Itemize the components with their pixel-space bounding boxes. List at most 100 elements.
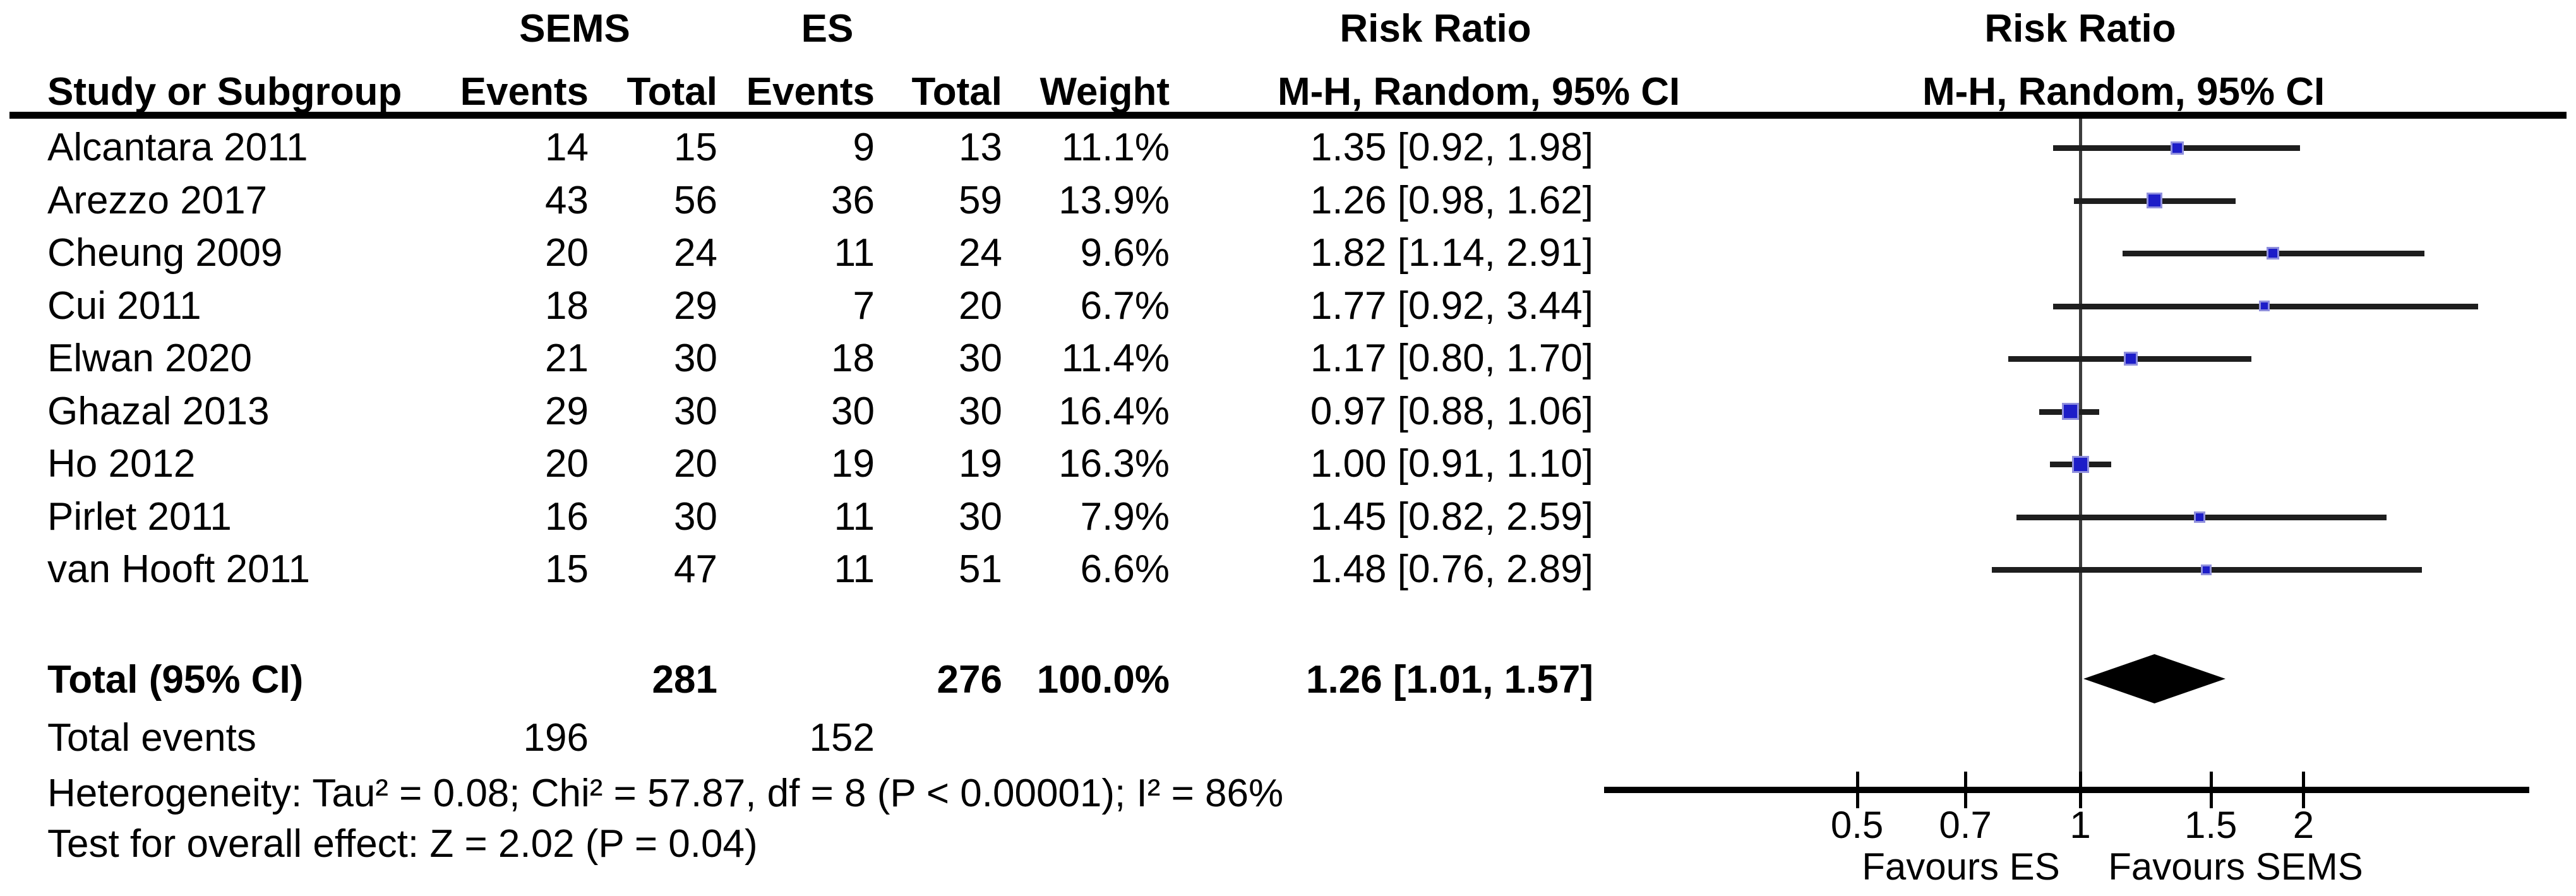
weight-square	[2071, 455, 2089, 473]
heterogeneity-text: Heterogeneity: Tau² = 0.08; Chi² = 57.87…	[47, 772, 1284, 815]
sems-total-value: 29	[674, 284, 717, 328]
favours-left-label: Favours ES	[1862, 845, 2060, 888]
weight-square	[2267, 247, 2280, 260]
es-total-value: 19	[959, 442, 1002, 486]
weight-value: 9.6%	[1080, 231, 1170, 275]
study-label: Ho 2012	[47, 442, 196, 486]
sems-events-value: 16	[545, 494, 589, 539]
es-events-value: 7	[853, 284, 875, 328]
column-header-study: Study or Subgroup	[47, 70, 402, 114]
sems-events-value: 18	[545, 284, 589, 328]
weight-value: 6.7%	[1080, 284, 1170, 328]
weight-square	[2258, 301, 2270, 311]
weight-square	[2061, 403, 2079, 420]
study-label: Arezzo 2017	[47, 178, 268, 222]
ci-text: 1.82 [1.14, 2.91]	[1310, 231, 1593, 275]
axis-tick-label: 0.5	[1830, 804, 1884, 846]
study-label: Cheung 2009	[47, 231, 283, 275]
weight-value: 16.4%	[1058, 389, 1170, 433]
group-header-sems: SEMS	[519, 7, 630, 51]
overall-effect-text: Test for overall effect: Z = 2.02 (P = 0…	[47, 822, 758, 866]
table-row: Ghazal 2013 29 30 30 30 16.4% 0.97 [0.88…	[0, 388, 2576, 435]
group-header-es: ES	[801, 7, 854, 51]
ci-text: 1.35 [0.92, 1.98]	[1310, 126, 1593, 169]
weight-square	[2201, 564, 2212, 575]
study-label: Cui 2011	[47, 284, 201, 328]
table-row: Cui 2011 18 29 7 20 6.7% 1.77 [0.92, 3.4…	[0, 283, 2576, 330]
axis-tick	[1964, 772, 1968, 808]
es-total-value: 24	[959, 231, 1002, 275]
weight-value: 11.1%	[1061, 126, 1170, 169]
plot-header-risk-ratio: Risk Ratio	[1984, 7, 2176, 51]
axis-tick	[1855, 772, 1859, 808]
sems-events-value: 21	[545, 337, 589, 380]
table-row: Elwan 2020 21 30 18 30 11.4% 1.17 [0.80,…	[0, 335, 2576, 382]
study-label: Pirlet 2011	[47, 494, 232, 539]
favours-right-label: Favours SEMS	[2108, 845, 2363, 888]
es-total-value: 59	[959, 178, 1002, 222]
x-axis-line	[1604, 787, 2529, 793]
column-header-es-total: Total	[911, 70, 1003, 114]
ci-text: 1.45 [0.82, 2.59]	[1310, 494, 1593, 539]
total-events-row: Total events 196 152	[0, 715, 2576, 762]
study-label: Ghazal 2013	[47, 389, 270, 433]
column-header-mh-ci-left: M-H, Random, 95% CI	[1278, 70, 1680, 114]
total-ci-text: 1.26 [1.01, 1.57]	[1306, 658, 1593, 702]
ci-text: 1.26 [0.98, 1.62]	[1310, 178, 1593, 222]
sems-total-value: 20	[674, 442, 717, 486]
table-row: Arezzo 2017 43 56 36 59 13.9% 1.26 [0.98…	[0, 177, 2576, 224]
es-events-value: 9	[853, 126, 875, 169]
sems-total-value: 30	[674, 494, 717, 539]
axis-tick	[2302, 772, 2306, 808]
weight-value: 11.4%	[1061, 337, 1170, 380]
weight-value: 13.9%	[1058, 178, 1170, 222]
total-events-label: Total events	[47, 716, 256, 760]
es-events-value: 11	[834, 494, 875, 539]
study-label: Elwan 2020	[47, 337, 253, 380]
ci-text: 1.17 [0.80, 1.70]	[1310, 337, 1593, 380]
column-header-es-events: Events	[746, 70, 875, 114]
ci-text: 1.48 [0.76, 2.89]	[1310, 547, 1593, 591]
table-row: Pirlet 2011 16 30 11 30 7.9% 1.45 [0.82,…	[0, 494, 2576, 541]
es-events-value: 30	[831, 389, 875, 433]
study-label: Alcantara 2011	[47, 126, 308, 169]
column-header-sems-events: Events	[460, 70, 589, 114]
sems-events-value: 43	[545, 178, 589, 222]
sems-events-value: 20	[545, 231, 589, 275]
sems-events-value: 14	[545, 126, 589, 169]
es-events-value: 11	[834, 231, 875, 275]
total-row: Total (95% CI) 281 276 100.0% 1.26 [1.01…	[0, 657, 2576, 703]
sems-total-value: 30	[674, 337, 717, 380]
ci-text: 0.97 [0.88, 1.06]	[1310, 389, 1593, 433]
axis-tick	[2079, 772, 2082, 808]
sems-total-value: 15	[674, 126, 717, 169]
es-total-value: 30	[959, 337, 1002, 380]
weight-value: 7.9%	[1080, 494, 1170, 539]
es-events-value: 11	[834, 547, 875, 591]
total-weight: 100.0%	[1036, 658, 1170, 702]
axis-tick-label: 0.7	[1939, 804, 1992, 846]
ci-text: 1.00 [0.91, 1.10]	[1310, 442, 1593, 486]
table-row: Ho 2012 20 20 19 19 16.3% 1.00 [0.91, 1.…	[0, 441, 2576, 487]
header-rule	[9, 112, 2567, 119]
table-row: Alcantara 2011 14 15 9 13 11.1% 1.35 [0.…	[0, 124, 2576, 171]
total-events-es: 152	[809, 716, 875, 760]
es-events-value: 36	[831, 178, 875, 222]
sems-total-value: 56	[674, 178, 717, 222]
es-total-value: 13	[959, 126, 1002, 169]
plot-header-mh-ci: M-H, Random, 95% CI	[1922, 70, 2325, 114]
study-label: van Hooft 2011	[47, 547, 310, 591]
total-es-total: 276	[937, 658, 1002, 702]
sems-events-value: 20	[545, 442, 589, 486]
column-header-sems-total: Total	[626, 70, 718, 114]
weight-square	[2124, 352, 2138, 366]
weight-value: 16.3%	[1058, 442, 1170, 486]
weight-square	[2194, 511, 2206, 523]
sems-events-value: 29	[545, 389, 589, 433]
null-line	[2079, 119, 2082, 790]
weight-square	[2147, 193, 2163, 208]
es-total-value: 51	[959, 547, 1002, 591]
es-events-value: 19	[831, 442, 875, 486]
table-row: Cheung 2009 20 24 11 24 9.6% 1.82 [1.14,…	[0, 230, 2576, 277]
